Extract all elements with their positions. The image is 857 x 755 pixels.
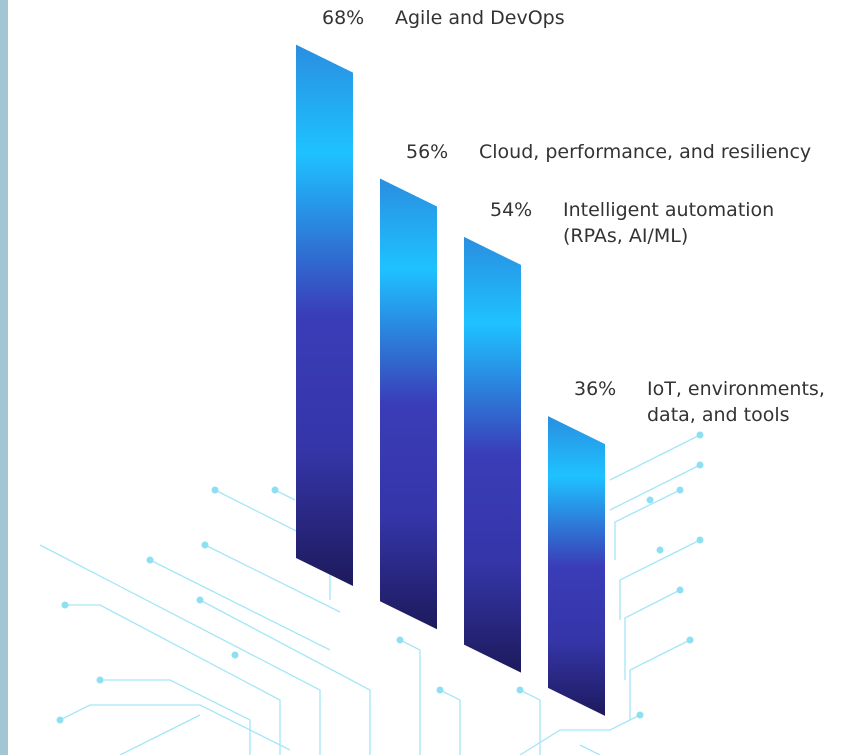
value-label: 68% xyxy=(322,6,365,29)
bar xyxy=(464,236,521,673)
category-label: Agile and DevOps xyxy=(395,6,565,29)
bar xyxy=(548,416,605,716)
circuit-decoration xyxy=(39,434,701,755)
category-label: Intelligent automation (RPAs, AI/ML) xyxy=(563,198,775,247)
left-border xyxy=(0,0,8,755)
category-label: IoT, environments, data, and tools xyxy=(647,378,825,427)
circuit-dots xyxy=(56,431,704,724)
bar xyxy=(296,44,353,587)
category-label: Cloud, performance, and resiliency xyxy=(479,140,812,163)
value-label: 56% xyxy=(406,140,449,163)
value-label: 54% xyxy=(490,198,533,221)
value-label: 36% xyxy=(574,378,617,401)
bar xyxy=(380,178,437,630)
